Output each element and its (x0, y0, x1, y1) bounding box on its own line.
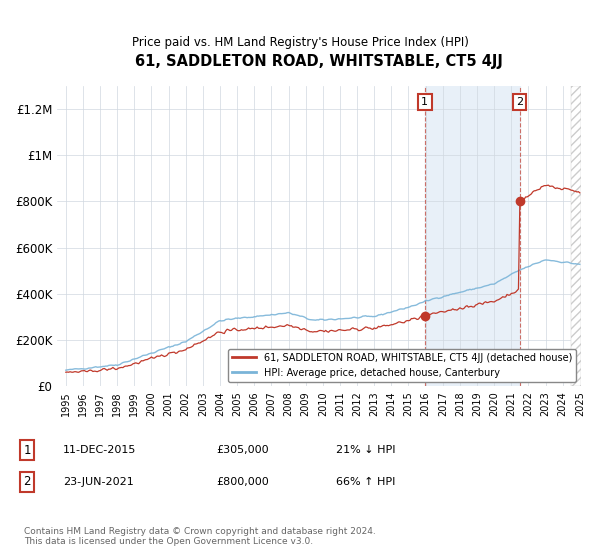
Bar (571, 86, 581, 386)
Title: 61, SADDLETON ROAD, WHITSTABLE, CT5 4JJ: 61, SADDLETON ROAD, WHITSTABLE, CT5 4JJ (135, 54, 503, 69)
Text: £800,000: £800,000 (216, 477, 269, 487)
Legend: 61, SADDLETON ROAD, WHITSTABLE, CT5 4JJ (detached house), HPI: Average price, de: 61, SADDLETON ROAD, WHITSTABLE, CT5 4JJ … (228, 349, 577, 381)
Text: 1: 1 (421, 97, 428, 107)
Text: 66% ↑ HPI: 66% ↑ HPI (336, 477, 395, 487)
Text: 11-DEC-2015: 11-DEC-2015 (63, 445, 136, 455)
Text: £305,000: £305,000 (216, 445, 269, 455)
Text: Contains HM Land Registry data © Crown copyright and database right 2024.
This d: Contains HM Land Registry data © Crown c… (24, 526, 376, 546)
Bar (571, 86, 581, 386)
Text: 23-JUN-2021: 23-JUN-2021 (63, 477, 134, 487)
Text: 2: 2 (23, 475, 31, 488)
Text: 1: 1 (23, 444, 31, 457)
Text: 21% ↓ HPI: 21% ↓ HPI (336, 445, 395, 455)
Text: 2: 2 (516, 97, 523, 107)
Bar (425, 86, 520, 386)
Text: Price paid vs. HM Land Registry's House Price Index (HPI): Price paid vs. HM Land Registry's House … (131, 36, 469, 49)
